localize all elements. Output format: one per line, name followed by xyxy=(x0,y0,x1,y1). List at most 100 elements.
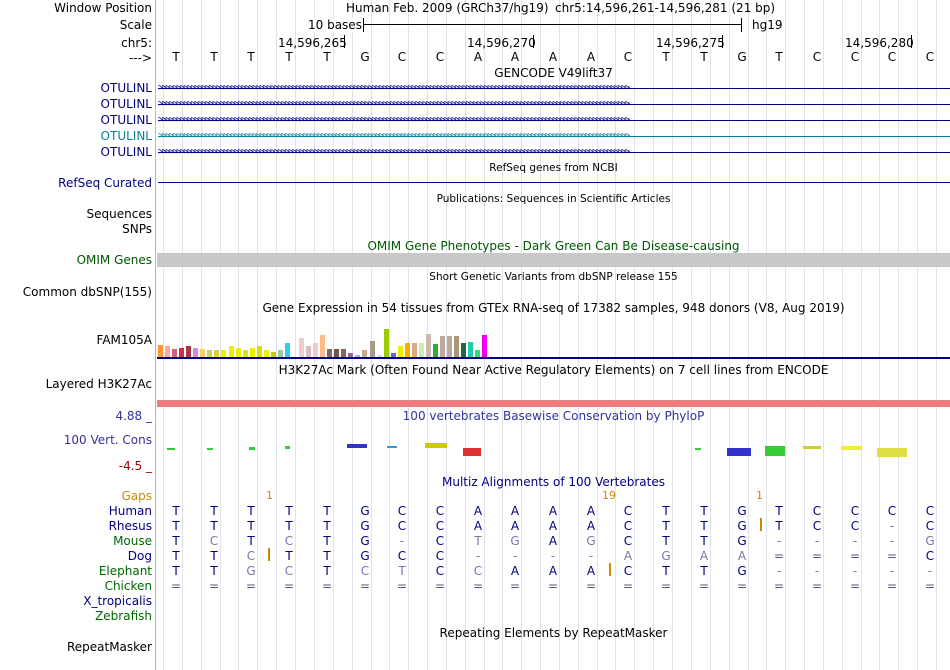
gtex-tissue-bar[interactable] xyxy=(200,349,205,357)
gtex-tissue-bar[interactable] xyxy=(313,343,318,357)
gtex-tissue-bar[interactable] xyxy=(475,350,480,357)
gtex-tissue-bar[interactable] xyxy=(355,355,360,357)
assembly-link[interactable]: Human Feb. 2009 (GRCh37/hg19) xyxy=(346,1,549,15)
scale-db: hg19 xyxy=(752,18,783,32)
gtex-tissue-bar[interactable] xyxy=(362,350,367,357)
gtex-gene-label[interactable]: FAM105A xyxy=(96,333,152,347)
snps-label[interactable]: SNPs xyxy=(122,222,152,236)
gtex-tissue-bar[interactable] xyxy=(398,346,403,357)
species-label[interactable]: Human xyxy=(108,504,152,518)
refseq-gene-line[interactable] xyxy=(158,182,950,183)
gtex-tissue-bar[interactable] xyxy=(320,335,325,357)
gtex-title[interactable]: Gene Expression in 54 tissues from GTEx … xyxy=(262,301,845,315)
alignment-base: - xyxy=(776,534,782,548)
gtex-tissue-bar[interactable] xyxy=(405,343,410,357)
gtex-tissue-bar[interactable] xyxy=(327,349,332,357)
gtex-tissue-bar[interactable] xyxy=(250,348,255,357)
alignment-base: T xyxy=(210,549,218,563)
gencode-transcript-label[interactable]: OTULINL xyxy=(100,97,152,111)
gtex-tissue-bar[interactable] xyxy=(482,335,487,357)
h3k27ac-label[interactable]: Layered H3K27Ac xyxy=(45,377,152,391)
gtex-tissue-bar[interactable] xyxy=(412,343,417,357)
gtex-tissue-bar[interactable] xyxy=(468,342,473,357)
gtex-tissue-bar[interactable] xyxy=(257,346,262,357)
dbsnp-title[interactable]: Short Genetic Variants from dbSNP releas… xyxy=(429,271,678,283)
gtex-tissue-bar[interactable] xyxy=(207,350,212,357)
insertion-marker[interactable] xyxy=(268,548,270,561)
gap-count[interactable]: 19 xyxy=(602,489,616,502)
gtex-tissue-bar[interactable] xyxy=(384,329,389,357)
repeatmasker-label[interactable]: RepeatMasker xyxy=(66,640,152,654)
phylop-label[interactable]: 100 Vert. Cons xyxy=(63,433,152,447)
alignment-base: - xyxy=(550,549,556,563)
gtex-tissue-bar[interactable] xyxy=(243,350,248,357)
gtex-tissue-bar[interactable] xyxy=(186,346,191,357)
gtex-tissue-bar[interactable] xyxy=(334,349,339,357)
grid-line xyxy=(653,0,654,670)
species-label[interactable]: Chicken xyxy=(104,579,152,593)
publications-title[interactable]: Publications: Sequences in Scientific Ar… xyxy=(436,193,671,205)
gtex-tissue-bar[interactable] xyxy=(454,336,459,357)
gtex-tissue-bar[interactable] xyxy=(179,348,184,357)
gap-count[interactable]: 1 xyxy=(756,489,763,502)
phylop-title[interactable]: 100 vertebrates Basewise Conservation by… xyxy=(402,409,705,423)
refseq-label[interactable]: RefSeq Curated xyxy=(58,176,152,190)
alignment-base: = xyxy=(886,549,898,563)
species-label[interactable]: Zebrafish xyxy=(95,609,152,623)
gtex-tissue-bar[interactable] xyxy=(214,350,219,357)
publications-label[interactable]: Sequences xyxy=(86,207,152,221)
insertion-marker[interactable] xyxy=(760,518,762,531)
gtex-tissue-bar[interactable] xyxy=(447,336,452,357)
multiz-title[interactable]: Multiz Alignments of 100 Vertebrates xyxy=(441,475,666,489)
alignment-base: = xyxy=(773,579,785,593)
sequence-base: T xyxy=(172,50,180,64)
gtex-tissue-bar[interactable] xyxy=(271,352,276,357)
species-label[interactable]: Mouse xyxy=(113,534,152,548)
gtex-tissue-bar[interactable] xyxy=(158,345,163,357)
gtex-tissue-bar[interactable] xyxy=(391,353,396,357)
gtex-tissue-bar[interactable] xyxy=(377,355,382,357)
omim-label[interactable]: OMIM Genes xyxy=(76,253,152,267)
gtex-tissue-bar[interactable] xyxy=(236,348,241,357)
gtex-tissue-bar[interactable] xyxy=(221,350,226,357)
gtex-tissue-bar[interactable] xyxy=(419,343,424,357)
gtex-tissue-bar[interactable] xyxy=(440,336,445,357)
gtex-tissue-bar[interactable] xyxy=(348,353,353,357)
gtex-tissue-bar[interactable] xyxy=(433,344,438,357)
gtex-tissue-bar[interactable] xyxy=(285,343,290,357)
gtex-tissue-bar[interactable] xyxy=(172,349,177,357)
gencode-transcript-label[interactable]: OTULINL xyxy=(100,113,152,127)
omim-gene-bar[interactable] xyxy=(157,253,950,267)
gtex-tissue-bar[interactable] xyxy=(193,348,198,357)
gencode-transcript-label[interactable]: OTULINL xyxy=(100,145,152,159)
gtex-tissue-bar[interactable] xyxy=(229,346,234,357)
insertion-marker[interactable] xyxy=(609,563,611,576)
alignment-base: C xyxy=(623,534,633,548)
gtex-tissue-bar[interactable] xyxy=(299,338,304,357)
species-label[interactable]: Elephant xyxy=(98,564,152,578)
phylop-logo[interactable] xyxy=(157,436,950,462)
h3k27ac-title[interactable]: H3K27Ac Mark (Often Found Near Active Re… xyxy=(278,363,829,377)
gencode-transcript-label[interactable]: OTULINL xyxy=(100,129,152,143)
refseq-title[interactable]: RefSeq genes from NCBI xyxy=(489,162,618,174)
gtex-tissue-bar[interactable] xyxy=(461,343,466,357)
species-label[interactable]: Rhesus xyxy=(108,519,152,533)
gencode-title[interactable]: GENCODE V49lift37 xyxy=(494,66,613,80)
gtex-tissue-bar[interactable] xyxy=(306,346,311,357)
gtex-tissue-bar[interactable] xyxy=(370,341,375,357)
gencode-transcript-label[interactable]: OTULINL xyxy=(100,81,152,95)
position-text[interactable]: chr5:14,596,261-14,596,281 (21 bp) xyxy=(555,1,776,15)
alignment-base: T xyxy=(700,564,708,578)
h3k27ac-signal-bar[interactable] xyxy=(157,400,950,407)
dbsnp-label[interactable]: Common dbSNP(155) xyxy=(22,285,152,299)
gtex-tissue-bar[interactable] xyxy=(341,349,346,357)
omim-title[interactable]: OMIM Gene Phenotypes - Dark Green Can Be… xyxy=(367,239,740,253)
gtex-tissue-bar[interactable] xyxy=(426,334,431,357)
gtex-tissue-bar[interactable] xyxy=(165,346,170,357)
gtex-tissue-bar[interactable] xyxy=(278,350,283,357)
species-label[interactable]: X_tropicalis xyxy=(83,594,152,608)
species-label[interactable]: Dog xyxy=(127,549,152,563)
repeatmasker-title[interactable]: Repeating Elements by RepeatMasker xyxy=(439,626,668,640)
gtex-tissue-bar[interactable] xyxy=(264,350,269,357)
gap-count[interactable]: 1 xyxy=(266,489,273,502)
